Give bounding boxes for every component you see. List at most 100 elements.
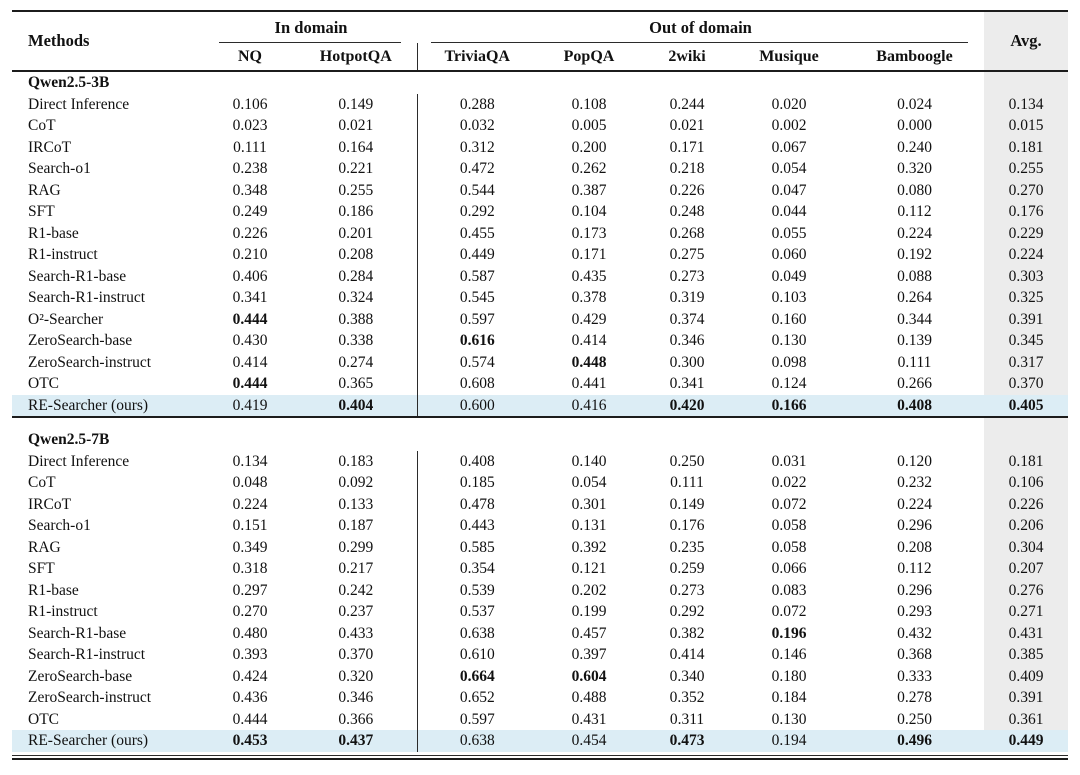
value-cell-triviaqa: 0.472	[416, 158, 537, 180]
value-cell-popqa: 0.131	[571, 517, 607, 534]
value-cell-hotpotqa: 0.320	[338, 667, 374, 685]
value-cell-musique: 0.130	[771, 710, 807, 728]
method-cell: Search-R1-instruct	[28, 646, 146, 663]
method-cell: ZeroSearch-base	[28, 667, 133, 685]
value-cell-bamboogle: 0.432	[897, 624, 932, 642]
value-cell-2wiki: 0.244	[669, 95, 705, 113]
value-cell-nq: 0.406	[232, 267, 268, 285]
value-cell-2wiki: 0.259	[669, 560, 705, 577]
value-cell-avg: 0.391	[984, 687, 1069, 709]
value-cell-musique: 0.180	[771, 667, 807, 685]
value-cell-bamboogle: 0.024	[897, 95, 932, 113]
method-cell: RAG	[28, 538, 61, 556]
value-cell-popqa: 0.200	[571, 138, 607, 156]
value-cell-avg: 0.345	[984, 330, 1069, 352]
value-cell-2wiki: 0.352	[669, 689, 705, 706]
method-cell: O²-Searcher	[28, 310, 104, 328]
method-cell: CoT	[28, 117, 56, 134]
method-cell: R1-base	[28, 581, 79, 599]
value-cell-bamboogle: 0.224	[897, 495, 932, 513]
value-cell-hotpotqa: 0.242	[338, 581, 374, 599]
value-cell-bamboogle: 0.320	[897, 160, 932, 177]
value-cell-2wiki: 0.268	[669, 224, 705, 242]
value-cell-2wiki: 0.273	[669, 267, 705, 285]
value-cell-triviaqa: 0.455	[416, 222, 537, 244]
value-cell-nq: 0.210	[232, 246, 268, 263]
method-cell: OTC	[28, 375, 59, 392]
value-cell-bamboogle: 0.296	[897, 581, 932, 599]
value-cell-triviaqa: 0.544	[416, 179, 537, 201]
value-cell-triviaqa: 0.587	[416, 265, 537, 287]
empty-cell	[984, 429, 1069, 451]
value-cell-2wiki: 0.218	[669, 160, 705, 177]
value-cell-avg: 0.409	[984, 665, 1069, 687]
value-cell-2wiki: 0.340	[669, 667, 705, 685]
table-row: Search-R1-instruct 0.341 0.324 0.545 0.378 0.…	[12, 287, 1069, 309]
value-cell-popqa: 0.441	[571, 375, 607, 392]
highlighted-table-row: RE-Searcher (ours) 0.453 0.437 0.638 0.454 0.…	[12, 730, 1069, 752]
value-cell-avg: 0.405	[984, 394, 1069, 417]
value-cell-triviaqa: 0.652	[416, 687, 537, 709]
value-cell-hotpotqa: 0.201	[338, 224, 374, 242]
value-cell-avg: 0.015	[984, 115, 1069, 137]
value-cell-bamboogle: 0.264	[897, 289, 932, 306]
table-row: ZeroSearch-instruct 0.436 0.346 0.652 0.488 0…	[12, 687, 1069, 709]
empty-cell	[641, 429, 733, 451]
table-row: Search-o1 0.151 0.187 0.443 0.131 0.176 0.058 0…	[12, 515, 1069, 537]
value-cell-musique: 0.022	[771, 474, 807, 491]
method-cell: Search-o1	[28, 517, 91, 534]
value-cell-musique: 0.184	[771, 689, 807, 706]
value-cell-bamboogle: 0.112	[897, 203, 932, 220]
value-cell-avg: 0.176	[984, 201, 1069, 223]
results-table: Methods In domain Out of domain Avg. NQ H…	[12, 10, 1069, 752]
empty-cell	[641, 71, 733, 94]
value-cell-bamboogle: 0.278	[897, 689, 932, 706]
method-cell: Direct Inference	[28, 452, 130, 470]
method-cell: IRCoT	[28, 138, 72, 156]
value-cell-musique: 0.072	[771, 603, 807, 620]
value-cell-musique: 0.103	[771, 289, 807, 306]
value-cell-hotpotqa: 0.404	[295, 394, 417, 417]
method-cell: ZeroSearch-instruct	[28, 689, 152, 706]
value-cell-musique: 0.044	[771, 203, 807, 220]
table-row: RAG 0.349 0.299 0.585 0.392 0.235 0.058 0.208 0.…	[12, 536, 1069, 558]
col-header-musique: Musique	[759, 47, 819, 65]
value-cell-hotpotqa: 0.221	[338, 160, 374, 177]
value-cell-triviaqa: 0.443	[416, 515, 537, 537]
value-cell-hotpotqa: 0.388	[338, 310, 374, 328]
value-cell-2wiki: 0.171	[669, 138, 705, 156]
value-cell-hotpotqa: 0.365	[338, 375, 374, 392]
value-cell-musique: 0.002	[771, 117, 807, 134]
group-header-in-domain: In domain	[205, 11, 417, 43]
value-cell-nq: 0.318	[232, 560, 268, 577]
col-header-methods: Methods	[28, 31, 90, 50]
value-cell-musique: 0.083	[771, 581, 807, 599]
value-cell-triviaqa: 0.292	[416, 201, 537, 223]
method-cell: R1-base	[28, 224, 79, 242]
value-cell-hotpotqa: 0.284	[338, 267, 374, 285]
value-cell-musique: 0.055	[771, 224, 807, 242]
value-cell-popqa: 0.488	[571, 689, 607, 706]
value-cell-2wiki: 0.226	[669, 181, 705, 199]
value-cell-bamboogle: 0.240	[897, 138, 932, 156]
section-title-row: Qwen2.5-3B	[12, 71, 1069, 94]
col-header-hotpotqa: HotpotQA	[319, 47, 392, 65]
value-cell-2wiki: 0.311	[669, 710, 705, 728]
separator-cell	[845, 416, 985, 429]
method-cell: SFT	[28, 203, 55, 220]
value-cell-triviaqa: 0.545	[416, 287, 537, 309]
separator-cell	[417, 416, 537, 429]
value-cell-hotpotqa: 0.186	[338, 203, 374, 220]
value-cell-triviaqa: 0.539	[416, 579, 537, 601]
table-row: Search-R1-instruct 0.393 0.370 0.610 0.397 0.…	[12, 644, 1069, 666]
table-row: Direct Inference 0.106 0.149 0.288 0.108 0.24…	[12, 93, 1069, 115]
value-cell-avg: 0.181	[984, 450, 1069, 472]
value-cell-avg: 0.370	[984, 373, 1069, 395]
results-table-figure: Methods In domain Out of domain Avg. NQ H…	[12, 10, 1069, 760]
value-cell-hotpotqa: 0.338	[338, 332, 374, 349]
empty-cell	[845, 429, 984, 451]
separator-cell	[295, 416, 417, 429]
empty-cell	[733, 429, 845, 451]
method-cell: RAG	[28, 181, 61, 199]
value-cell-2wiki: 0.341	[669, 375, 705, 392]
